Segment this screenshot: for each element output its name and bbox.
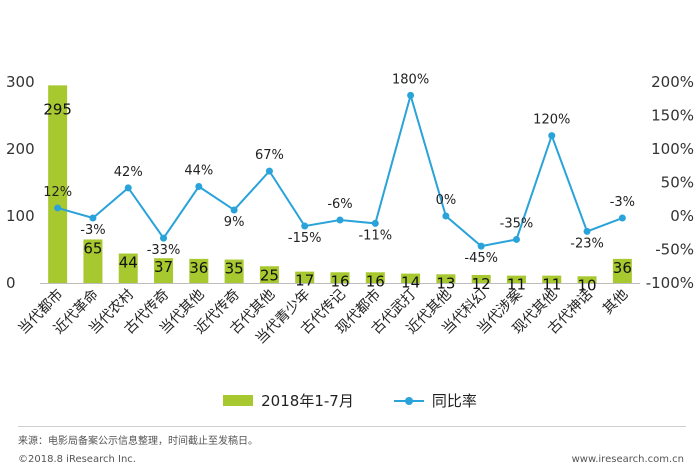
line-value-label: -3% [610,195,635,210]
bar [224,259,244,283]
legend-item-line: 同比率 [393,390,477,411]
line-value-label: 120% [533,113,570,128]
left-tick-label: 300 [6,73,35,91]
right-tick-label: -100% [646,274,694,292]
line-value-label: -35% [500,216,534,231]
right-tick-label: 150% [651,107,694,125]
right-tick-label: 0% [670,207,694,225]
line-point [89,214,97,222]
line-point [618,214,626,222]
source-note: 来源：电影局备案公示信息整理，时间截止至发稿日。 [18,436,258,447]
line-value-label: 42% [114,165,143,180]
line-point [407,91,415,99]
bar-value-label: 36 [613,259,632,277]
line-value-label: -6% [327,197,352,212]
line-point [124,184,132,192]
bar-value-label: 14 [401,274,420,292]
line-value-label: -45% [464,251,498,266]
legend-line-label: 同比率 [431,392,477,410]
bar [436,274,456,283]
left-tick-label: 100 [6,207,35,225]
bar [577,276,597,283]
line-value-label: -23% [570,236,604,251]
right-tick-label: 100% [651,140,694,158]
line-point [371,219,379,227]
line-value-label: -3% [80,223,105,238]
bar-value-label: 36 [189,259,208,277]
bar-value-label: 16 [330,272,349,290]
bar [401,273,421,283]
legend-bar-swatch [223,395,254,406]
bar [612,258,632,283]
website: www.iresearch.com.cn [571,454,684,465]
bar-value-label: 35 [225,260,244,278]
left-tick-label: 200 [6,140,35,158]
bar [48,85,68,283]
left-tick-label: 0 [6,274,16,292]
bar-value-label: 12 [472,275,491,293]
right-tick-label: 200% [651,73,694,91]
line-point [442,212,450,220]
bar-value-label: 65 [83,239,102,257]
bar [154,258,174,283]
bar [365,272,385,283]
line-point [265,167,273,175]
bar [189,258,209,283]
bar-value-label: 37 [154,258,173,276]
right-tick-label: -50% [655,241,694,259]
line-point [548,132,556,140]
line-point [301,222,309,230]
footer-divider [18,426,686,427]
line-point [230,206,238,214]
bar-value-label: 16 [366,272,385,290]
line-point [54,204,62,212]
bar [542,275,562,283]
legend: 2018年1-7月 同比率 [0,390,700,411]
line-value-label: -15% [288,231,322,246]
legend-item-bar: 2018年1-7月 [223,390,354,411]
bar [259,266,279,283]
bar-value-label: 295 [43,100,72,118]
line-value-label: 44% [184,164,213,179]
bar-value-label: 13 [436,274,455,292]
line-point [195,183,203,191]
line-point [336,216,344,224]
bar-value-label: 10 [578,276,597,294]
bar [83,239,103,283]
bar-value-label: 11 [507,276,526,294]
line-value-label: 180% [392,72,429,87]
line-value-label: 12% [43,185,72,200]
right-tick-label: 50% [661,174,694,192]
line-value-label: -33% [147,243,181,258]
line-point [160,234,168,242]
line-value-label: 67% [255,148,284,163]
line-point [477,242,485,250]
bar [295,271,315,283]
bar [471,274,491,283]
category-label: 其他 [600,287,631,318]
bar-value-label: 25 [260,266,279,284]
legend-bar-label: 2018年1-7月 [261,392,354,410]
bar-value-label: 44 [119,254,138,272]
line-value-label: -11% [358,228,392,243]
legend-line-swatch [393,395,424,406]
bar-value-label: 17 [295,272,314,290]
combo-chart: 0100200300-100%-50%0%50%100%150%200%2956… [6,72,694,347]
bar [506,275,526,283]
bar-value-label: 11 [542,276,561,294]
line-value-label: 9% [224,215,245,230]
bar [118,253,138,283]
line-value-label: 0% [436,193,457,208]
line-point [512,235,520,243]
line-point [583,227,591,235]
copyright: ©2018.8 iResearch Inc. [18,454,136,465]
bar [330,272,350,283]
